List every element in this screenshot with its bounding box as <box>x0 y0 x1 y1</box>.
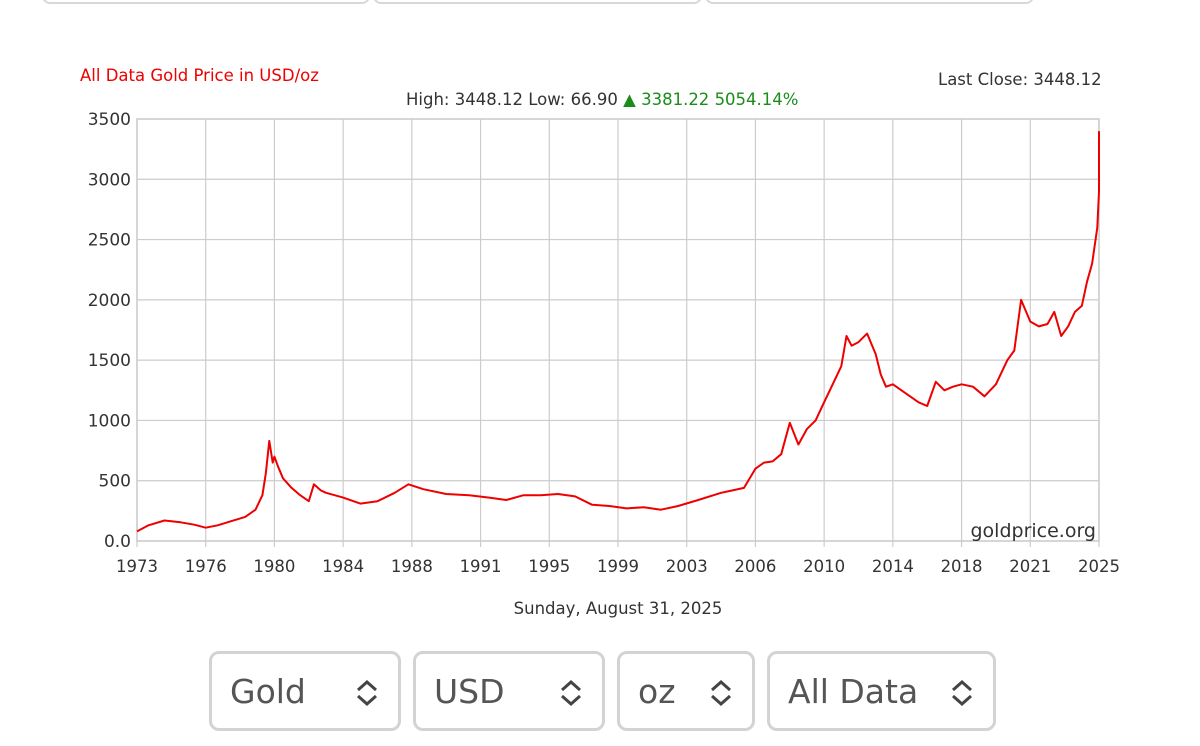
change-percent: 5054.14% <box>715 90 799 109</box>
x-tick-label: 2003 <box>666 557 708 576</box>
last-close-label: Last Close: <box>938 70 1028 89</box>
up-down-chevron-icon <box>952 679 972 707</box>
high-value: 3448.12 <box>455 90 523 109</box>
x-tick-label: 1995 <box>528 557 570 576</box>
date-label: Sunday, August 31, 2025 <box>514 599 723 618</box>
x-tick-label: 1991 <box>460 557 502 576</box>
change-value: 3381.22 <box>641 90 709 109</box>
plot-frame <box>136 118 1100 542</box>
x-tick-label: 2018 <box>941 557 983 576</box>
y-tick-label: 1000 <box>88 411 131 431</box>
metal-select[interactable]: Gold <box>209 651 401 731</box>
x-tick-label: 1984 <box>322 557 364 576</box>
y-tick-label: 2500 <box>88 231 131 251</box>
range-select-value: All Data <box>788 672 919 711</box>
chart-title: All Data Gold Price in USD/oz <box>80 66 319 85</box>
stats-line: High: 3448.12 Low: 66.90 ▲ 3381.22 5054.… <box>406 90 798 109</box>
x-tick-label: 1980 <box>253 557 295 576</box>
up-down-chevron-icon <box>711 679 731 707</box>
up-down-chevron-icon <box>357 679 377 707</box>
chart-grid <box>136 118 1100 547</box>
metal-select-value: Gold <box>230 672 306 711</box>
x-tick-label: 2021 <box>1009 557 1051 576</box>
watermark: goldprice.org <box>970 520 1096 542</box>
unit-select[interactable]: oz <box>617 651 755 731</box>
x-tick-label: 2025 <box>1078 557 1120 576</box>
x-tick-label: 2010 <box>803 557 845 576</box>
x-tick-label: 1973 <box>116 557 158 576</box>
last-close-value: 3448.12 <box>1033 70 1101 89</box>
currency-select[interactable]: USD <box>413 651 605 731</box>
x-tick-label: 1999 <box>597 557 639 576</box>
x-tick-label: 2014 <box>872 557 914 576</box>
up-down-chevron-icon <box>561 679 581 707</box>
low-label: Low: <box>528 90 565 109</box>
y-axis-ticks: 0.0 500 1000 1500 2000 2500 3000 3500 <box>88 110 131 552</box>
high-label: High: <box>406 90 449 109</box>
y-tick-label: 1500 <box>88 351 131 371</box>
last-close-text: Last Close: 3448.12 <box>938 70 1102 89</box>
x-axis-ticks: 1973 1976 1980 1984 1988 1991 1995 1999 2003 2006… <box>116 557 1120 576</box>
x-tick-label: 2006 <box>734 557 776 576</box>
y-tick-label: 2000 <box>88 291 131 311</box>
x-tick-label: 1988 <box>391 557 433 576</box>
price-series-line <box>136 131 1100 533</box>
y-tick-label: 500 <box>99 472 131 492</box>
y-tick-label: 3500 <box>88 110 131 130</box>
x-tick-label: 1976 <box>185 557 227 576</box>
unit-select-value: oz <box>638 672 676 711</box>
change-arrow-icon: ▲ <box>623 90 636 109</box>
currency-select-value: USD <box>434 672 505 711</box>
y-tick-label: 0.0 <box>104 532 131 552</box>
range-select[interactable]: All Data <box>767 651 996 731</box>
low-value: 66.90 <box>571 90 618 109</box>
y-tick-label: 3000 <box>88 170 131 190</box>
